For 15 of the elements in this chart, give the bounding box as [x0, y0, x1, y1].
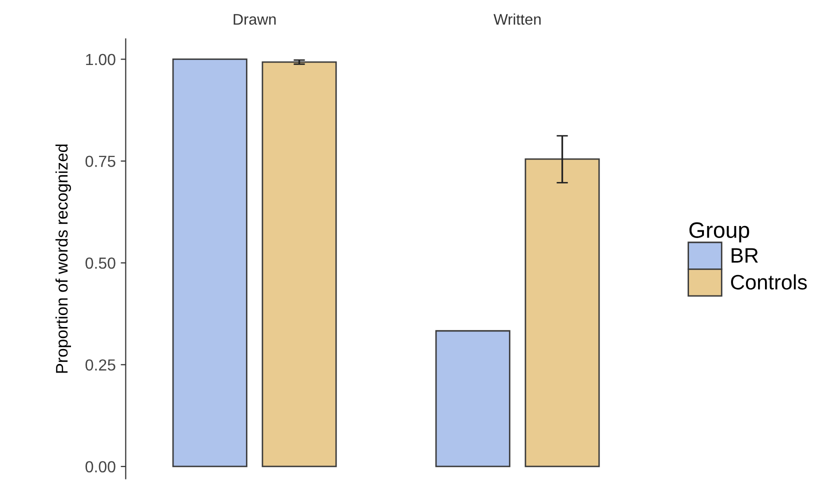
bar [172, 58, 248, 468]
bar [524, 158, 600, 468]
legend-title: Group [689, 222, 750, 242]
legend-label: Controls [731, 274, 807, 290]
x-tick-label: Written [494, 14, 541, 25]
x-tick-label: Drawn [234, 14, 276, 25]
y-tick-label: 0.50 [86, 258, 116, 269]
bar [435, 330, 510, 468]
y-tick-label: 0.75 [86, 156, 116, 167]
y-tick-label: 1.00 [86, 54, 116, 66]
y-axis-title: Proportion of words recognized [55, 144, 72, 373]
y-tick-label: 0.25 [86, 359, 116, 371]
legend-label: BR [732, 248, 758, 263]
y-tick-label: 0.00 [86, 461, 116, 472]
bar [262, 61, 337, 468]
